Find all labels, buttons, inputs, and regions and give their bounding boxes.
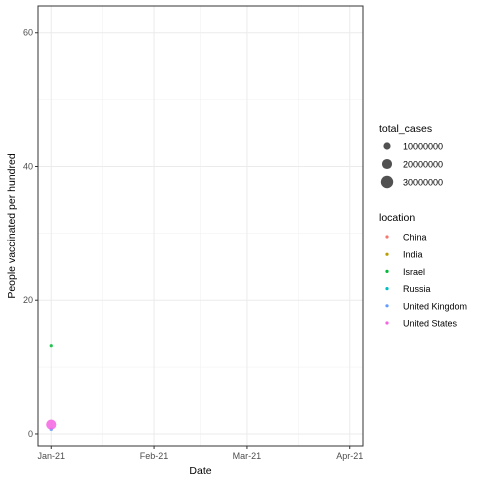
- color-legend-label: United Kingdom: [403, 301, 467, 311]
- size-legend-key: [383, 142, 391, 150]
- x-tick-label: Apr-21: [336, 451, 363, 461]
- legend: total_cases location 10000000 20000000 300…: [379, 123, 467, 329]
- point-israel: [49, 344, 53, 348]
- grid-lines: [38, 6, 363, 446]
- color-legend-key: [385, 235, 389, 239]
- point-united-states: [46, 419, 57, 430]
- color-legend-label: India: [403, 250, 423, 260]
- y-tick-label: 40: [23, 161, 33, 171]
- color-legend-key: [385, 252, 389, 256]
- size-legend-key: [381, 158, 393, 170]
- size-legend-title: total_cases: [379, 123, 432, 135]
- color-legend-label: United States: [403, 319, 458, 329]
- axes: 0 20 40 60 Jan-21 Feb-21 Mar-21 Apr-21: [23, 28, 363, 461]
- size-legend-label: 10000000: [403, 142, 443, 152]
- x-axis-title: Date: [189, 465, 211, 477]
- color-legend-label: Israel: [403, 267, 425, 277]
- color-legend-key: [385, 304, 389, 308]
- y-tick-label: 20: [23, 295, 33, 305]
- y-tick-label: 60: [23, 28, 33, 38]
- color-legend-label: China: [403, 233, 427, 243]
- color-legend-title: location: [379, 212, 415, 224]
- x-tick-label: Jan-21: [37, 451, 65, 461]
- size-legend-label: 20000000: [403, 160, 443, 170]
- panel-border: [37, 5, 364, 447]
- color-legend-key: [385, 287, 389, 291]
- color-legend-key: [385, 321, 389, 325]
- x-tick-label: Feb-21: [140, 451, 169, 461]
- color-legend-label: Russia: [403, 284, 431, 294]
- y-tick-label: 0: [28, 429, 33, 439]
- data-points: [46, 344, 57, 432]
- size-legend-label: 30000000: [403, 178, 443, 188]
- y-axis-title: People vaccinated per hundred: [6, 153, 18, 299]
- color-legend-key: [385, 269, 389, 273]
- x-tick-label: Mar-21: [233, 451, 262, 461]
- size-legend-key: [380, 175, 394, 189]
